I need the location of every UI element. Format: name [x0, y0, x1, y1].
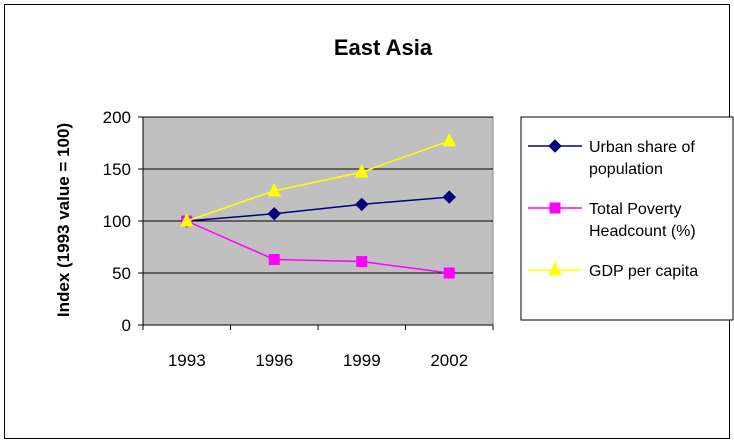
y-tick-label: 200	[103, 108, 131, 127]
x-tick-label: 2002	[430, 351, 468, 370]
data-point	[179, 212, 194, 227]
x-tick-label: 1993	[168, 351, 206, 370]
legend-swatch-marker	[548, 261, 562, 276]
y-axis-label: Index (1993 value = 100)	[54, 123, 73, 317]
grid-lines	[143, 116, 493, 274]
legend-label: Headcount (%)	[589, 223, 696, 240]
data-point	[442, 190, 456, 204]
legend-label: GDP per capita	[589, 263, 698, 280]
chart-title: East Asia	[334, 35, 433, 60]
legend-entry: Total Poverty Headcount (%)	[528, 201, 696, 240]
data-point	[268, 253, 280, 265]
series-triangle	[179, 132, 457, 227]
y-tick-label: 150	[103, 160, 131, 179]
data-point	[356, 256, 368, 268]
legend-entry: GDP per capita	[528, 261, 698, 280]
legend-entry: Urban share of population	[528, 139, 695, 178]
series-line	[186, 220, 450, 274]
data-point	[354, 164, 369, 178]
data-point	[267, 182, 282, 197]
x-tick-label: 1999	[343, 351, 381, 370]
y-tick-label: 0	[122, 316, 131, 335]
data-point	[267, 207, 281, 221]
series-line	[186, 140, 450, 222]
legend-swatch-marker	[549, 202, 561, 214]
y-tick-label: 100	[103, 212, 131, 231]
legend-swatch-marker	[548, 139, 562, 153]
data-point	[355, 197, 369, 212]
data-point	[443, 267, 455, 279]
series-line	[186, 196, 450, 222]
x-tick-label: 1996	[255, 351, 293, 370]
series-layer	[179, 132, 457, 279]
legend-entries: Urban share of population Total Poverty Hea…	[528, 139, 698, 280]
axes: 0 50 100 150 200 1993 1996 1999 2002	[103, 108, 494, 370]
legend-label: Total Poverty	[589, 201, 681, 218]
y-tick-label: 50	[112, 264, 131, 283]
legend-label: Urban share of	[589, 139, 695, 156]
legend-label: population	[589, 161, 663, 178]
data-point	[442, 132, 457, 147]
